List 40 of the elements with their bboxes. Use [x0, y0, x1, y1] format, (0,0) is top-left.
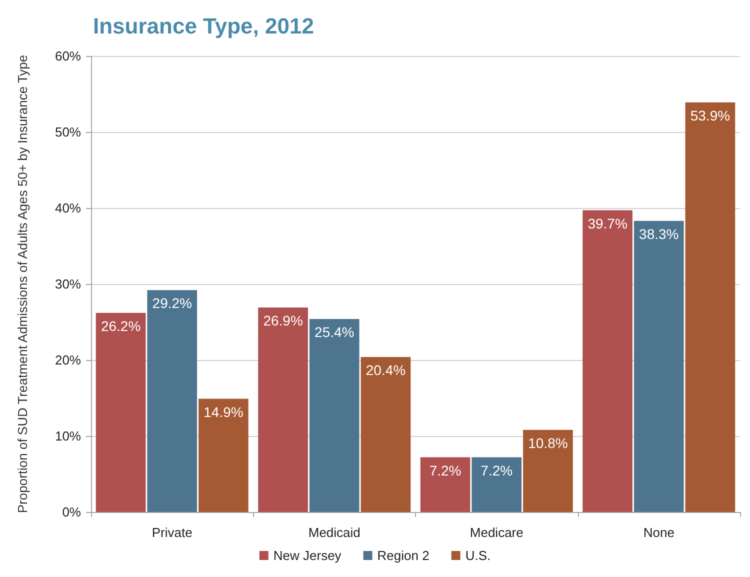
chart-title: Insurance Type, 2012 [93, 14, 314, 38]
data-label: 7.2% [429, 462, 462, 478]
x-tick-label: Private [152, 525, 192, 540]
bar [523, 430, 573, 512]
y-tick-label: 50% [54, 124, 82, 140]
x-tick-label: Medicaid [308, 525, 360, 540]
data-label: 38.3% [639, 226, 679, 242]
data-label: 7.2% [480, 462, 513, 478]
bar [258, 308, 308, 512]
bar [198, 398, 248, 512]
bar [147, 290, 198, 512]
data-label: 10.8% [528, 434, 568, 451]
data-label: 14.9% [204, 404, 244, 420]
data-label: 39.7% [588, 215, 628, 232]
y-tick-label: 40% [54, 200, 82, 216]
data-label: 53.9% [690, 107, 730, 124]
bar [360, 356, 411, 512]
legend-label: Region 2 [377, 548, 430, 563]
bar [634, 220, 684, 512]
bar [472, 457, 522, 512]
data-label: 29.2% [152, 295, 192, 312]
data-label: 26.2% [100, 318, 141, 334]
data-label: 25.4% [314, 324, 354, 340]
x-tick-label: Medicare [470, 525, 524, 540]
y-tick-label: 30% [54, 276, 82, 292]
data-label: 20.4% [366, 362, 406, 378]
bar [582, 210, 632, 512]
y-tick-label: 0% [62, 504, 82, 520]
y-tick-label: 60% [54, 48, 82, 64]
bar [309, 318, 360, 512]
legend-label: U.S. [465, 548, 491, 563]
bar [420, 457, 470, 512]
y-tick-label: 20% [54, 352, 82, 368]
data-label: 26.9% [263, 312, 303, 329]
legend-label: New Jersey [273, 548, 342, 563]
bar [96, 312, 146, 512]
y-tick-label: 10% [54, 428, 82, 444]
x-tick-label: None [643, 525, 674, 540]
bar [685, 102, 736, 512]
y-axis-title: Proportion of SUD Treatment Admissions of Adults Ages 50+ by Insurance Type [15, 54, 30, 514]
